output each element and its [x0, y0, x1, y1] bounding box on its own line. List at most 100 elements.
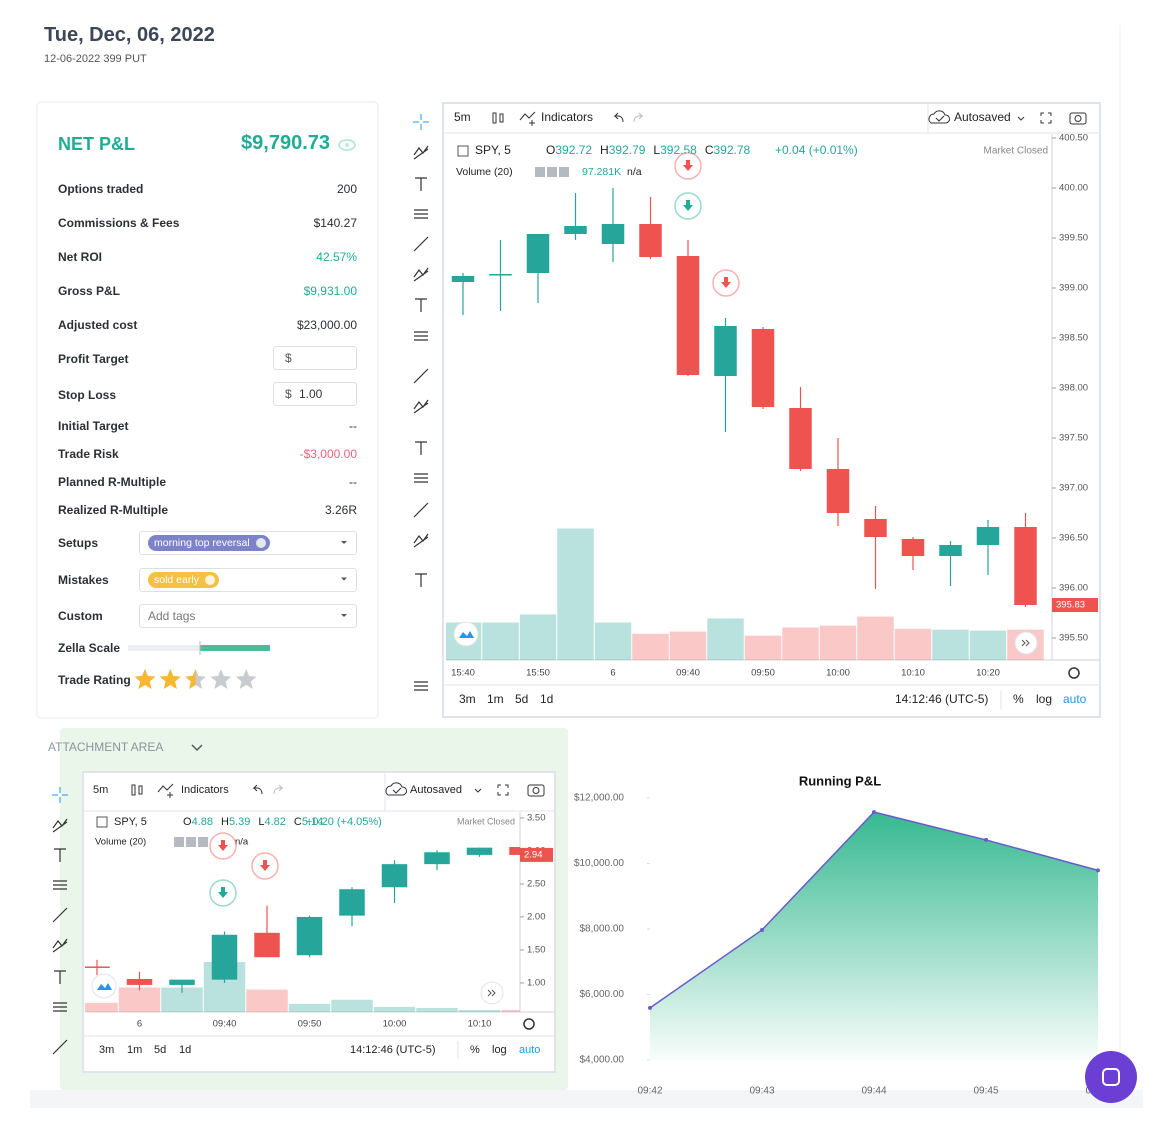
tag-remove[interactable]: [204, 574, 215, 585]
scroll-icon: [1021, 639, 1030, 647]
tag-chip[interactable]: sold early: [148, 571, 219, 588]
row-label: Trade Risk: [58, 447, 119, 461]
logo: [459, 631, 474, 638]
input-prefix: $: [285, 387, 292, 401]
row-value: $9,931.00: [303, 284, 357, 298]
y-tick-label: 398.50: [1059, 333, 1088, 344]
drawing-tool: [413, 267, 429, 282]
redo-icon: [273, 784, 284, 795]
candle-body: [639, 224, 662, 257]
tag-select[interactable]: morning top reversal: [139, 531, 357, 555]
camera-lens: [532, 787, 540, 794]
candle-body: [789, 408, 812, 469]
signal-arrow: [721, 277, 731, 288]
signal-arrow: [218, 840, 228, 851]
tag-field-label: Mistakes: [58, 572, 109, 587]
ohlc-value: 392.72: [555, 143, 592, 157]
ohlc-key: C: [294, 816, 302, 828]
x-tick-label: 09:45: [973, 1086, 998, 1097]
volume-bar: [969, 630, 1007, 660]
ohlc-value: 4.82: [264, 816, 285, 828]
volume-bar: [118, 987, 161, 1012]
ohlc-value: 392.78: [713, 143, 750, 157]
row-value: --: [349, 475, 357, 489]
candle-body: [339, 889, 365, 916]
x-tick-label: 10:00: [826, 668, 850, 679]
clock: 14:12:46 (UTC-5): [895, 692, 988, 706]
row-label: Options traded: [58, 182, 144, 196]
volume-bar: [932, 629, 969, 660]
drawing-tool: [414, 209, 428, 219]
volume-bar: [373, 1006, 416, 1012]
volume-bar: [819, 625, 857, 660]
chat-icon[interactable]: [1102, 1068, 1120, 1086]
volume-bar: [519, 614, 557, 660]
volume-icon: [559, 167, 569, 177]
clock: 14:12:46 (UTC-5): [350, 1044, 436, 1056]
symbol: SPY, 5: [114, 816, 147, 828]
drawing-tool: [414, 473, 428, 483]
candle-icon: [499, 113, 504, 123]
volume-bar: [557, 528, 594, 660]
drawing-tool: [415, 573, 427, 587]
ohlc-value: 5.39: [229, 816, 250, 828]
signal-arrow: [218, 887, 228, 898]
input-box[interactable]: $: [273, 346, 357, 370]
tag-remove[interactable]: [255, 538, 266, 548]
area-fill: [650, 812, 1098, 1060]
volume-icon: [198, 837, 208, 847]
volume-bar: [707, 618, 744, 660]
drawing-tool: [414, 681, 428, 691]
zella-label: Zella Scale: [58, 641, 121, 655]
tag-select[interactable]: Add tags: [139, 604, 357, 628]
last-price-box: [1052, 598, 1098, 612]
scale-option: log: [492, 1044, 507, 1056]
signal-arrow: [260, 860, 270, 871]
interval-button: 5m: [454, 110, 471, 124]
x-tick-label: 10:00: [383, 1019, 407, 1030]
input-label: Stop Loss: [58, 388, 117, 402]
candle-body: [489, 274, 512, 276]
chevron[interactable]: [191, 744, 203, 752]
select-caret: [341, 577, 347, 581]
row-label: Net ROI: [58, 250, 103, 264]
candle-icon: [492, 112, 497, 124]
ohlc-key: H: [221, 816, 229, 828]
range-button: 1d: [540, 692, 553, 706]
row-value: --: [349, 419, 357, 433]
volume-value: 97.281K: [582, 166, 621, 178]
interval-button: 5m: [93, 784, 108, 796]
candle-body: [381, 864, 408, 888]
input-box[interactable]: $1.00: [273, 382, 357, 406]
x-tick-label: 10:20: [976, 668, 1000, 679]
redo-icon: [633, 112, 644, 123]
indicators-icon: [157, 783, 174, 798]
input-value: 1.00: [299, 387, 323, 401]
y-tick-label: $8,000.00: [580, 924, 625, 935]
scale-option: auto: [1063, 692, 1087, 706]
rating-label: Trade Rating: [58, 673, 131, 687]
x-tick-label: 15:50: [526, 668, 550, 679]
drawing-tool: [415, 177, 427, 191]
y-tick-label: $12,000.00: [574, 793, 624, 804]
x-tick-label: 09:44: [861, 1086, 886, 1097]
y-tick-label: 2.00: [527, 911, 546, 922]
scroll-icon: [487, 989, 496, 997]
y-tick-label: 399.50: [1059, 233, 1088, 244]
drawing-tool: [54, 970, 66, 984]
row-value: 200: [336, 182, 357, 196]
tag-chip[interactable]: morning top reversal: [148, 535, 270, 551]
x-tick-label: 09:50: [751, 668, 775, 679]
row-label: Gross P&L: [58, 284, 121, 298]
y-tick-label: 3.50: [527, 812, 546, 823]
volume-bar: [669, 631, 707, 660]
y-tick-label: 2.50: [527, 878, 546, 889]
indicators-icon: [519, 111, 536, 126]
volume-bar: [482, 622, 519, 660]
y-tick-label: $4,000.00: [580, 1055, 625, 1066]
tag-select[interactable]: sold early: [139, 567, 357, 592]
candle-body: [466, 847, 493, 855]
drawing-tool: [413, 368, 429, 384]
